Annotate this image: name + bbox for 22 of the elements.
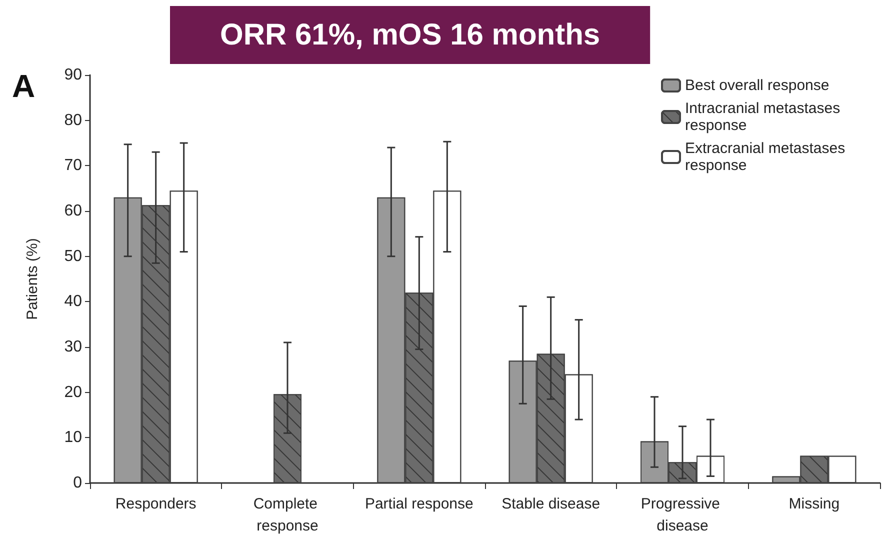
x-tick-label: Progressive disease <box>640 496 724 534</box>
y-tick-label: 20 <box>64 384 82 401</box>
y-tick-label: 40 <box>64 293 82 310</box>
y-axis-title: Patients (%) <box>24 238 41 320</box>
y-tick-label: 60 <box>64 202 82 220</box>
legend-label: Extracranial metastases response <box>685 140 850 174</box>
y-tick-label: 0 <box>73 474 82 492</box>
text: A <box>12 68 36 104</box>
y-tick-label: 90 <box>64 66 82 84</box>
x-tick-label: Partial response <box>364 496 474 512</box>
x-tick-label: Missing <box>788 496 840 512</box>
y-tick-label: 10 <box>64 429 82 446</box>
x-tick-label: Responders <box>115 496 196 512</box>
legend-label: Best overall response <box>685 77 830 94</box>
y-tick-label: 30 <box>64 338 82 356</box>
y-tick-label: 80 <box>64 112 82 129</box>
x-tick-label: Stable disease <box>502 496 600 512</box>
x-tick-label: Complete response <box>253 496 322 534</box>
chart-title: ORR 61%, mOS 16 months <box>220 18 600 52</box>
y-tick-label: 50 <box>64 248 82 265</box>
legend-label: Intracranial metastases response <box>685 100 844 134</box>
y-tick-label: 70 <box>64 157 82 174</box>
